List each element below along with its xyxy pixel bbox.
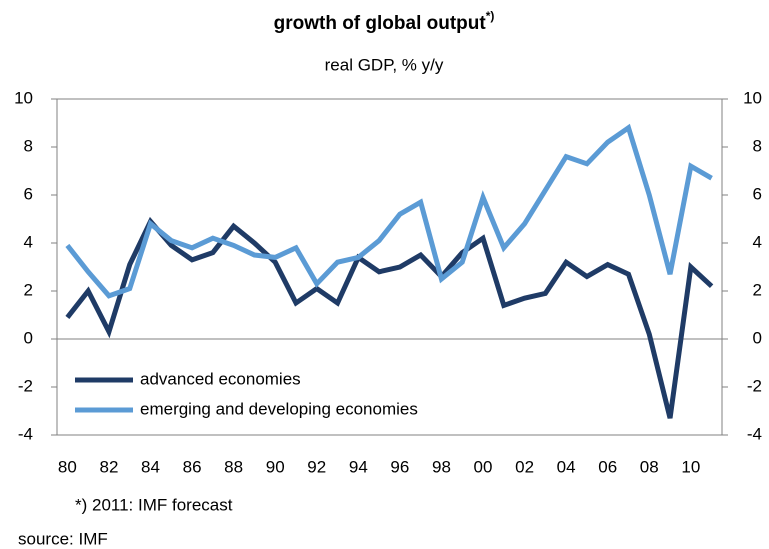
x-tick-label: 92: [307, 457, 326, 476]
y-tick-label: 4: [24, 232, 33, 251]
x-tick-label: 80: [58, 457, 77, 476]
title-text: growth of global output: [274, 13, 487, 34]
y2-tick-label: 4: [753, 232, 762, 251]
x-tick-label: 94: [349, 457, 368, 476]
x-tick-label: 96: [390, 457, 409, 476]
x-tick-label: 04: [557, 457, 576, 476]
x-tick-label: 88: [224, 457, 243, 476]
y2-tick-label: 10: [743, 88, 762, 107]
y-tick-label: 2: [24, 280, 33, 299]
x-tick-label: 84: [141, 457, 160, 476]
y2-tick-label: -2: [747, 376, 762, 395]
x-tick-label: 86: [183, 457, 202, 476]
y2-tick-label: -4: [747, 424, 762, 443]
series-line: [65, 216, 714, 419]
x-tick-label: 08: [640, 457, 659, 476]
y-tick-label: 6: [24, 184, 33, 203]
x-tick-label: 98: [432, 457, 451, 476]
note: *) 2011: IMF forecast: [75, 495, 233, 514]
x-tick-label: 00: [474, 457, 493, 476]
y-tick-label: 0: [24, 328, 33, 347]
x-tick-label: 82: [99, 457, 118, 476]
y-tick-label: 8: [24, 136, 33, 155]
legend-label: emerging and developing economies: [140, 399, 418, 418]
chart-subtitle: real GDP, % y/y: [325, 55, 444, 74]
x-tick-label: 90: [266, 457, 285, 476]
series-line: [65, 123, 713, 299]
y2-tick-label: 8: [753, 136, 762, 155]
plot-frame: [56, 98, 723, 436]
y2-tick-label: 0: [753, 328, 762, 347]
y-tick-label: -4: [18, 424, 33, 443]
title-marker: *): [486, 9, 495, 23]
legend-box: [62, 362, 500, 425]
y-tick-label: 10: [14, 88, 33, 107]
x-tick-label: 10: [681, 457, 700, 476]
chart-title: growth of global output*): [274, 9, 495, 34]
y2-tick-label: 6: [753, 184, 762, 203]
legend-label: advanced economies: [140, 369, 301, 388]
x-tick-label: 06: [598, 457, 617, 476]
y-tick-label: -2: [18, 376, 33, 395]
source: source: IMF: [18, 529, 108, 548]
x-tick-label: 02: [515, 457, 534, 476]
y2-tick-label: 2: [753, 280, 762, 299]
